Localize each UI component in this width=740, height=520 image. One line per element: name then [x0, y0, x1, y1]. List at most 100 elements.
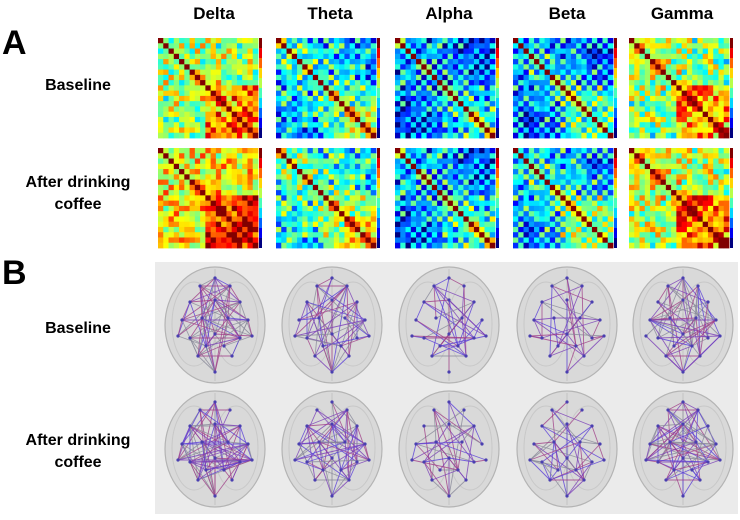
heatmap-cell — [426, 221, 433, 228]
heatmap-cell — [236, 48, 243, 55]
heatmap-cell — [344, 38, 351, 44]
heatmap-cell — [236, 74, 243, 81]
heatmap-cell — [215, 38, 222, 44]
heatmap-cell — [221, 163, 227, 170]
heatmap-cell — [286, 232, 293, 238]
heatmap-cell — [291, 242, 298, 249]
band-header-delta: Delta — [193, 4, 235, 23]
network-edge — [649, 299, 684, 321]
heatmap-cell — [297, 38, 303, 44]
heatmap-cell — [629, 232, 635, 238]
heatmap-cell — [629, 95, 635, 102]
heatmap-cell — [586, 221, 593, 228]
heatmap-cell — [452, 69, 459, 76]
heatmap-cell — [426, 38, 433, 44]
heatmap-cell — [634, 211, 640, 217]
heatmap-cell — [644, 242, 651, 249]
heatmap-cell — [665, 132, 672, 139]
heatmap-cell — [405, 59, 412, 65]
heatmap-cell — [702, 169, 709, 175]
network-node — [540, 336, 544, 340]
network-edge — [227, 441, 253, 461]
heatmap-cell — [410, 111, 417, 118]
network-node — [230, 478, 234, 482]
heatmap-cell — [349, 184, 356, 191]
heatmap-cell — [158, 48, 164, 55]
heatmap-cell — [236, 169, 243, 175]
heatmap-cell — [179, 163, 185, 170]
heatmap-cell — [179, 153, 185, 159]
heatmap-cell — [602, 179, 609, 186]
heatmap-cell — [226, 226, 233, 233]
heatmap-cell — [205, 190, 212, 196]
heatmap-cell — [718, 64, 725, 70]
heatmap-cell — [184, 169, 190, 175]
heatmap-cell — [242, 174, 248, 180]
heatmap-cell — [442, 111, 449, 118]
heatmap-cell — [221, 127, 227, 134]
heatmap-cell — [210, 211, 217, 217]
heatmap-cell — [431, 53, 438, 60]
heatmap-cell — [576, 132, 582, 139]
heatmap-cell — [410, 69, 417, 76]
heatmap-cell — [405, 179, 412, 186]
network-edge — [314, 319, 366, 357]
heatmap-cell — [252, 38, 259, 44]
heatmap-cell — [586, 74, 593, 81]
heatmap-cell — [549, 74, 556, 81]
heatmap-cell — [400, 127, 406, 134]
heatmap-cell — [328, 132, 335, 139]
heatmap-cell — [468, 190, 475, 196]
heatmap-cell — [629, 163, 635, 170]
heatmap-cell — [707, 111, 714, 118]
heatmap-cell — [539, 211, 545, 217]
heatmap-colorbar-segment — [730, 188, 733, 198]
heatmap-cell — [421, 122, 427, 128]
heatmap-cell — [607, 106, 614, 113]
heatmap-cell — [692, 122, 698, 128]
network-edge — [356, 425, 370, 461]
heatmap-cell — [231, 226, 238, 233]
heatmap-cell — [458, 95, 464, 102]
network-edge — [294, 319, 366, 337]
heatmap-cell — [215, 148, 222, 154]
heatmap-cell — [539, 184, 545, 191]
heatmap-cell — [607, 153, 614, 159]
heatmap-cell — [179, 101, 185, 107]
heatmap-cell — [302, 132, 308, 139]
network-node — [540, 424, 544, 428]
heatmap-cell — [479, 216, 485, 223]
heatmap-cell — [639, 148, 646, 154]
heatmap-cell — [549, 132, 556, 139]
heatmap-cell — [431, 205, 438, 212]
heatmap-cell — [523, 174, 530, 180]
heatmap-cell — [660, 122, 667, 128]
heatmap-colorbar-segment — [496, 238, 499, 248]
heatmap-cell — [707, 211, 714, 217]
heatmap-cell — [236, 163, 243, 170]
heatmap-cell — [671, 153, 677, 159]
network-edge — [457, 345, 467, 357]
heatmap-cell — [410, 242, 417, 249]
heatmap-cell — [692, 226, 698, 233]
heatmap-cell — [452, 38, 459, 44]
heatmap-cell — [576, 195, 582, 202]
heatmap-cell — [252, 69, 259, 76]
heatmap-cell — [681, 205, 688, 212]
heatmap-cell — [226, 205, 233, 212]
network-edge — [649, 401, 684, 445]
heatmap-cell — [528, 64, 535, 70]
heatmap-cell — [226, 148, 233, 154]
heatmap-cell — [421, 80, 427, 86]
heatmap-cell — [302, 195, 308, 202]
heatmap-cell — [702, 122, 709, 128]
heatmap-cell — [442, 106, 449, 113]
heatmap-cell — [221, 211, 227, 217]
heatmap-cell — [555, 232, 561, 238]
heatmap-cell — [297, 232, 303, 238]
network-node — [472, 300, 476, 304]
heatmap-cell — [671, 106, 677, 113]
heatmap-cell — [681, 153, 688, 159]
panel-b-letter: B — [2, 254, 27, 292]
heatmap-cell — [707, 158, 714, 165]
